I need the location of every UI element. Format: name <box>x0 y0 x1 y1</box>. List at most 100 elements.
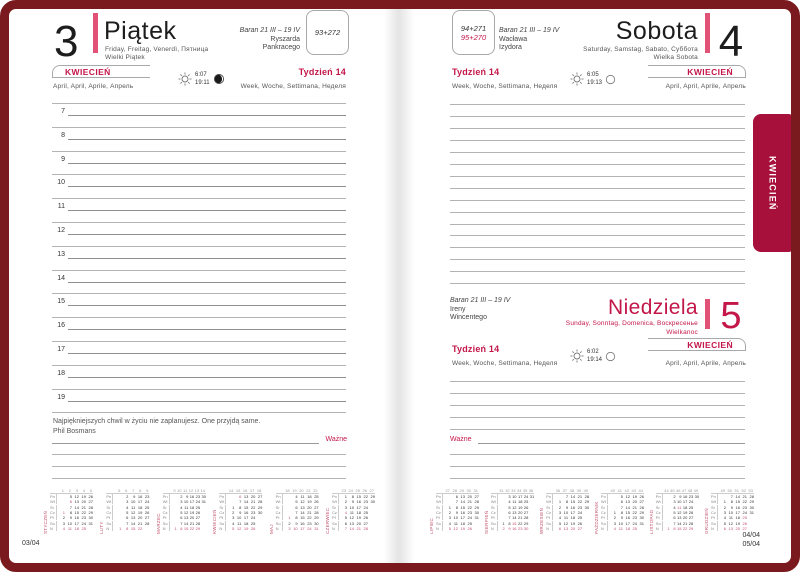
day-cell: 5 <box>126 510 129 516</box>
sun-icon <box>570 72 584 86</box>
day-of-week-label: Śr <box>50 504 54 510</box>
day-cell <box>368 510 375 515</box>
day-cell: 12 <box>300 499 305 505</box>
day-cell: 13 <box>625 499 630 505</box>
week-number-cell: 25 <box>355 488 360 493</box>
mini-calendar-row: Pt 1 8 15 22 29 <box>276 515 319 521</box>
sat-note-rules <box>450 104 745 289</box>
day-cell <box>528 521 534 526</box>
hour-rule-line <box>68 257 346 259</box>
mini-calendar-row: Śr 1 8 15 22 29 <box>436 504 479 510</box>
rule-line <box>52 126 346 128</box>
day-cell: 6 <box>295 504 298 510</box>
left-zodiac: Baran 21 III – 19 IV <box>239 27 300 34</box>
day-cell <box>528 505 534 510</box>
day-of-week-label: Cz <box>331 510 337 516</box>
day-cell: 4 <box>62 525 65 531</box>
day-cell: 17 <box>735 510 740 516</box>
day-cell: 1 <box>723 499 726 505</box>
day-cells: 2 9 16 23 30 <box>337 499 375 505</box>
day-cell: 21 <box>632 504 637 510</box>
day-cell: 22 <box>632 510 637 516</box>
day-cell: 11 <box>67 525 72 531</box>
day-cells: 2 9 16 23 30 <box>716 504 754 510</box>
day-of-week-label: Wt <box>710 499 716 505</box>
sun-holiday: Wielkanoc <box>666 329 698 336</box>
sun-day-of-year: 95+270 <box>460 32 487 42</box>
day-cells: 1 8 15 22 29 <box>661 525 699 531</box>
day-cell: 15 <box>74 510 79 516</box>
mini-calendar-row: Cz 5 12 19 26 <box>656 510 699 516</box>
day-cell: 30 <box>314 520 319 526</box>
day-cells: 2 9 16 23 30 <box>496 525 534 531</box>
day-cell: 4 <box>180 504 183 510</box>
sun-icon <box>178 72 192 86</box>
day-of-week-label: Wt <box>436 499 441 505</box>
day-cell: 15 <box>570 499 576 505</box>
day-cell: 2 <box>613 515 616 521</box>
day-cell: 4 <box>344 510 347 516</box>
day-cell <box>693 505 699 510</box>
day-cell: 1 <box>288 515 291 521</box>
day-cell: 21 <box>517 515 523 521</box>
week-number-cell: 6 <box>125 488 128 493</box>
day-cell: 8 <box>351 494 354 500</box>
day-cell <box>58 494 65 499</box>
day-of-week-label: So <box>546 520 551 526</box>
rule-line <box>450 211 745 213</box>
mini-calendar-row: Śr 4 11 18 25 <box>656 504 699 510</box>
mini-calendar: MARZEC 9 10 11 12 13 14 Pn 2 9 16 23 30 Wt 3 10 17 24 31 Śr… <box>156 488 206 538</box>
day-cell: 6 <box>508 510 511 516</box>
day-cell: 19 <box>307 499 312 505</box>
day-cell: 17 <box>460 515 465 521</box>
day-cell <box>528 515 534 520</box>
day-cell: 20 <box>632 499 637 505</box>
day-cell <box>200 515 206 520</box>
day-of-week-label: Pt <box>331 515 336 521</box>
day-cell: 1 <box>502 520 505 526</box>
sat-week-translations: Week, Woche, Settimana, Неделя <box>452 83 558 90</box>
day-cell <box>114 494 121 499</box>
day-cell: 15 <box>130 525 136 531</box>
day-cell <box>142 526 149 531</box>
day-cell: 31 <box>529 494 535 500</box>
day-cell: 30 <box>749 504 754 510</box>
mini-calendar-row: Śr 4 11 18 25 <box>106 504 149 510</box>
day-of-week-label: Pn <box>331 494 337 500</box>
week-number-cell: 18 <box>285 488 290 493</box>
day-cell: 27 <box>688 515 694 521</box>
week-number-cell: 36 <box>555 488 561 493</box>
hour-grid: 7 8 9 10 11 12 13 14 15 16 17 18 19 <box>52 103 346 415</box>
day-cell: 21 <box>682 520 688 526</box>
mini-calendar-row: Wt 6 13 20 27 <box>600 499 644 505</box>
day-cell: 19 <box>632 494 637 500</box>
day-cells: 6 13 20 27 <box>337 520 375 526</box>
day-cells: 4 11 18 25 <box>168 504 206 510</box>
day-cell: 23 <box>688 494 694 500</box>
rule-line <box>450 104 745 105</box>
week-number-cell: 32 <box>505 488 510 493</box>
week-number-cell: 5 <box>118 488 121 493</box>
day-of-week-label: Wt <box>600 499 606 505</box>
rule-line <box>52 245 346 247</box>
mini-calendar-row: Pn 5 12 19 26 <box>50 494 93 500</box>
day-cell: 5 <box>673 510 676 516</box>
day-cell <box>582 521 589 526</box>
day-cell <box>368 505 375 510</box>
day-cells: 1 8 15 22 29 <box>281 515 319 521</box>
day-cells: 6 13 20 27 <box>552 525 589 531</box>
hour-label: 9 <box>61 155 65 163</box>
sun-nameday-1: Ireny <box>450 306 466 313</box>
day-cell: 20 <box>356 520 361 526</box>
day-cell: 6 <box>239 494 242 500</box>
day-of-week-label: N <box>106 525 110 531</box>
day-cells: 2 9 16 23 30 <box>442 510 479 516</box>
day-cells: 1 8 15 22 29 <box>442 504 479 510</box>
day-cell: 14 <box>300 510 305 516</box>
day-cell: 2 <box>232 510 235 516</box>
mini-calendar-row: Pt 5 12 19 26 <box>331 515 375 521</box>
day-cell: 26 <box>144 510 150 516</box>
mini-calendar-row: Wt 1 8 15 22 29 <box>546 499 589 505</box>
day-cell: 20 <box>682 515 688 521</box>
day-of-week-label: Pn <box>710 494 716 500</box>
